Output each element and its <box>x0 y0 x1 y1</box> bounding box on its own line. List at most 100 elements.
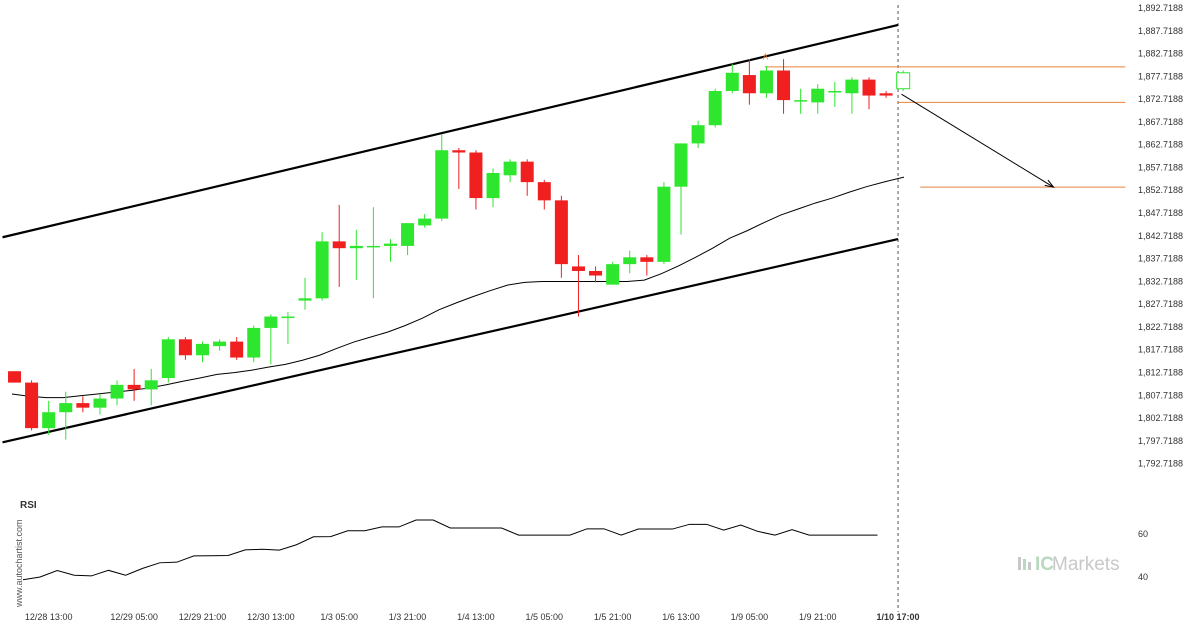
time-tick-label: 12/30 13:00 <box>247 612 295 622</box>
candle-body <box>777 70 791 101</box>
candle <box>281 311 295 344</box>
price-tick-label: 1,892.7188 <box>1138 3 1183 13</box>
time-tick-label: 12/29 05:00 <box>110 612 158 622</box>
candle-body <box>691 125 705 144</box>
candle-body <box>178 339 192 356</box>
candle-body <box>589 270 603 276</box>
time-tick-label: 12/28 13:00 <box>25 612 73 622</box>
time-tick-label: 1/4 13:00 <box>457 612 495 622</box>
candle-body <box>606 264 620 285</box>
rsi-tick-label: 60 <box>1138 529 1148 539</box>
candle <box>520 159 534 196</box>
candle <box>862 77 876 110</box>
candle-body <box>759 70 773 94</box>
candle <box>503 159 517 183</box>
candle <box>418 214 432 228</box>
candle <box>879 91 893 98</box>
price-tick-label: 1,812.7188 <box>1138 367 1183 377</box>
candle <box>452 147 466 189</box>
candle <box>349 229 363 281</box>
time-tick-label: 1/6 13:00 <box>662 612 700 622</box>
candle-body <box>76 403 90 408</box>
candle <box>828 81 842 107</box>
candle-body <box>161 339 175 379</box>
candle <box>486 168 500 208</box>
candle-body <box>435 150 449 219</box>
price-tick-label: 1,832.7188 <box>1138 276 1183 286</box>
moving-average-line <box>11 176 905 399</box>
candle-body <box>93 398 107 408</box>
time-tick-label: 1/9 21:00 <box>799 612 837 622</box>
candle <box>811 84 825 114</box>
candle-body <box>366 245 380 248</box>
candle-body <box>503 161 517 176</box>
candle-body <box>315 241 329 299</box>
candle <box>571 255 585 317</box>
brand-logo: IC Markets <box>1018 554 1120 575</box>
rsi-label: RSI <box>20 500 37 511</box>
watermark: www.autochartist.com <box>14 519 24 608</box>
price-tick-label: 1,867.7188 <box>1138 117 1183 127</box>
candle-body <box>281 316 295 319</box>
candle-body <box>418 218 432 226</box>
channel-upper-line <box>2 23 899 239</box>
pattern-point-marker: A <box>763 52 769 61</box>
time-tick-label: 1/10 17:00 <box>877 612 920 622</box>
candle <box>42 400 56 435</box>
candle <box>777 59 791 114</box>
candle <box>332 204 346 287</box>
candle-body <box>862 79 876 96</box>
price-tick-label: 1,842.7188 <box>1138 231 1183 241</box>
candle <box>213 339 227 351</box>
candle <box>623 250 637 274</box>
candle <box>674 143 688 235</box>
time-tick-label: 1/3 05:00 <box>320 612 358 622</box>
candle <box>435 134 449 221</box>
candle-body <box>25 382 39 429</box>
candle-body <box>383 243 397 246</box>
price-tick-label: 1,887.7188 <box>1138 26 1183 36</box>
candle-body <box>264 316 278 328</box>
candle <box>247 325 261 363</box>
candle-body <box>640 257 654 262</box>
time-tick-label: 1/9 05:00 <box>731 612 769 622</box>
candle-body <box>349 245 363 249</box>
candle <box>469 150 483 210</box>
price-tick-label: 1,847.7188 <box>1138 208 1183 218</box>
candle-body <box>469 152 483 199</box>
rsi-tick-label: 40 <box>1138 572 1148 582</box>
channel-lower-line <box>2 238 899 444</box>
candle-body <box>571 266 585 271</box>
candle-body <box>828 91 842 93</box>
brand-name: Markets <box>1052 554 1120 575</box>
rsi-line <box>22 519 878 581</box>
brand-ic: IC <box>1035 554 1054 575</box>
price-tick-label: 1,792.7188 <box>1138 459 1183 469</box>
candle-body <box>657 186 671 262</box>
candle <box>8 371 21 383</box>
projection-arrow-head <box>1044 179 1055 188</box>
candle-body <box>674 143 688 187</box>
price-tick-label: 1,827.7188 <box>1138 299 1183 309</box>
candle-body <box>623 257 637 265</box>
candle-body <box>486 173 500 199</box>
price-tick-label: 1,862.7188 <box>1138 140 1183 150</box>
candle <box>93 393 107 415</box>
candle <box>845 77 859 114</box>
candle-body <box>213 341 227 347</box>
candle-body <box>127 384 141 390</box>
candle-body <box>554 200 568 265</box>
candle <box>554 195 568 278</box>
candle-body <box>230 341 244 358</box>
candle-body <box>725 72 739 92</box>
candle <box>742 59 756 105</box>
candle <box>657 182 671 265</box>
candle-body <box>59 403 73 413</box>
candle <box>25 380 39 431</box>
candle-body <box>401 223 415 246</box>
candle <box>606 261 620 285</box>
price-tick-label: 1,877.7188 <box>1138 71 1183 81</box>
projected-candle <box>896 70 911 92</box>
candle <box>708 88 722 128</box>
